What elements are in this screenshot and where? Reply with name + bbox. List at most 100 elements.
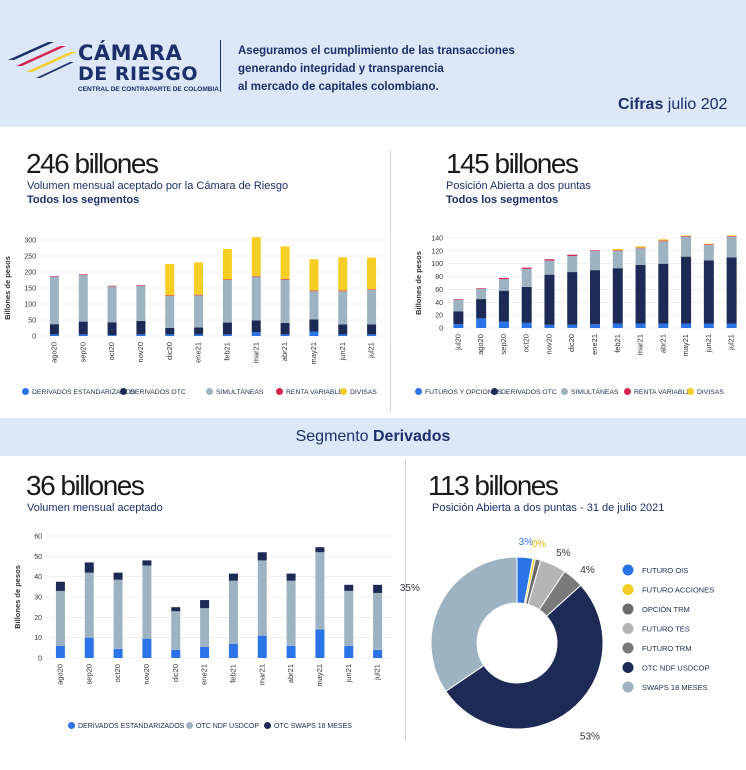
bar-segment [194,327,204,335]
x-tick-label: oct20 [522,334,531,352]
y-tick-label: 60 [34,534,42,541]
x-tick-label: sep20 [78,342,87,362]
y-tick-label: 60 [435,287,443,294]
y-tick-label: 80 [435,274,443,281]
bar-segment [280,322,290,335]
x-tick-label: feb21 [222,342,231,361]
bar-segment [367,334,377,336]
bar-segment [590,324,600,328]
legend-swatch [622,681,634,693]
bar-segment [222,334,232,336]
header-divider [220,40,221,92]
p1-headline: 246 billones [26,148,159,179]
bar-segment [726,236,737,258]
x-tick-label: ene21 [590,334,599,355]
segment-title-pre: Segmento [295,428,373,445]
bar-segment [84,562,94,573]
p2-subtitle-bold: Todos los segmentos [446,194,559,206]
pie-slice [445,584,604,730]
legend-swatch [561,388,568,395]
bar-segment [453,311,464,325]
bar-segment [171,649,181,658]
y-tick-label: 0 [32,334,36,341]
bar-segment [367,324,377,335]
bar-segment [635,265,646,324]
bar-segment [726,236,737,237]
bar-segment [681,256,692,324]
bar-segment [280,279,290,323]
y-tick-label: 300 [24,238,36,245]
y-tick-label: 100 [431,261,443,268]
bar-segment [55,581,65,591]
pie-slice-label: 3% [519,537,534,548]
segment-band [0,418,746,456]
bar-segment [544,274,555,325]
x-tick-label: dic20 [171,664,180,682]
p1-subtitle-bold: Todos los segmentos [27,194,140,206]
x-tick-label: may21 [681,334,690,357]
bar-segment [194,334,204,336]
bar-segment [228,573,238,581]
bar-segment [107,286,117,323]
bar-segment [107,285,117,287]
bar-segment [612,250,623,251]
bar-segment [590,270,600,325]
legend-swatch [120,388,127,395]
legend-swatch [415,388,422,395]
x-tick-label: jul21 [367,342,376,359]
y-tick-label: 150 [24,286,36,293]
bar-segment [107,322,117,336]
bar-segment [165,328,175,335]
bar-segment [338,257,348,291]
bar-segment [309,259,319,291]
x-tick-label: sep20 [84,664,93,684]
legend-swatch [622,623,634,634]
y-tick-label: 40 [435,300,443,307]
bar-segment [635,247,646,249]
legend-swatch [622,642,634,654]
y-tick-label: 0 [439,326,443,333]
legend-label: RENTA VARIABLE [286,389,343,396]
legend-label: DERIVADOS ESTANDARIZADOS [78,723,185,730]
bar-segment [113,572,123,580]
bar-segment [309,291,319,320]
y-tick-label: 50 [34,554,42,561]
bar-segment [251,276,261,277]
bar-segment [228,643,238,658]
bar-segment [309,319,319,332]
bar-segment [567,324,578,328]
bar-segment [726,235,737,237]
legend-swatch [622,603,634,615]
bar-segment [142,560,152,566]
bar-segment [257,552,267,561]
bar-segment [658,239,669,241]
y-tick-label: 250 [24,254,36,261]
x-tick-label: mar21 [636,334,645,355]
bar-segment [55,645,65,658]
p3-headline: 36 billones [26,470,145,501]
bar-segment [703,260,714,324]
bar-segment [142,565,152,639]
x-tick-label: ene21 [200,664,209,685]
bar-segment [136,320,146,335]
bar-segment [309,331,319,336]
bar-segment [251,276,261,321]
bar-segment [521,267,532,269]
bar-segment [726,257,737,324]
bar-segment [544,324,555,328]
legend-swatch [264,722,271,729]
bar-segment [635,248,646,265]
x-tick-label: nov20 [544,334,553,354]
y-tick-label: 20 [435,313,443,320]
bar-segment [113,579,123,649]
legend-label: OTC SWAPS 18 MESES [274,723,352,730]
y-tick-label: 140 [431,236,443,243]
bar-segment [257,635,267,658]
logo-icon [8,42,76,78]
p4-subtitle: Posición Abierta a dos puntas - 31 de ju… [432,502,665,514]
bar-segment [635,323,646,328]
bar-segment [612,323,623,328]
bar-segment [681,236,692,237]
bar-segment [367,289,377,290]
bar-segment [251,237,261,277]
